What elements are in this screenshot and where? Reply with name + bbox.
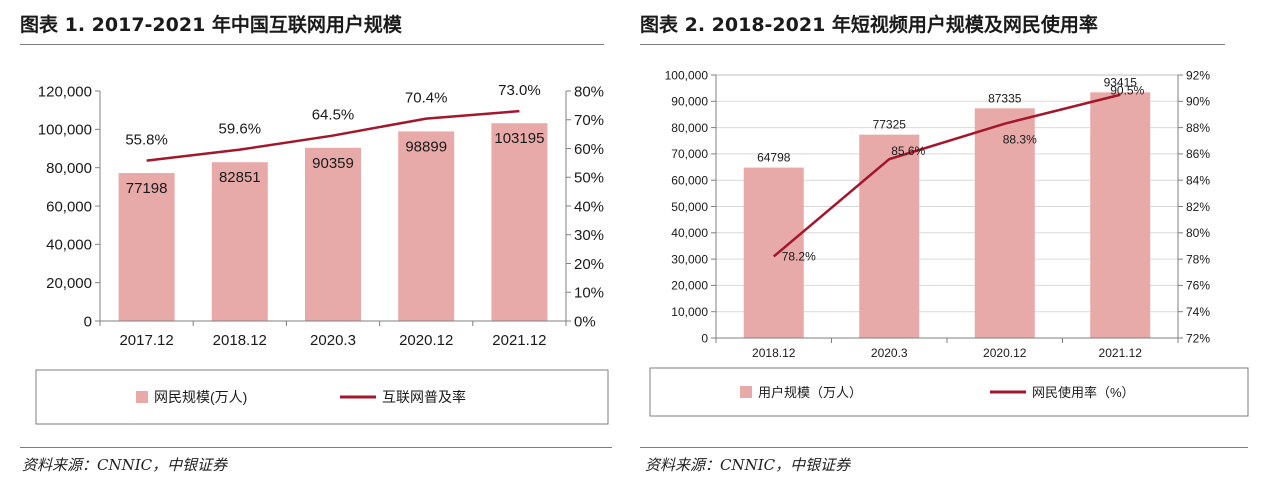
y-right-tick-label: 30% (574, 227, 604, 244)
x-tick-label: 2020.12 (399, 332, 453, 349)
x-tick-label: 2020.3 (871, 346, 908, 360)
y-left-tick-label: 50,000 (671, 200, 708, 214)
source-rule (640, 447, 1248, 448)
bar (118, 173, 175, 321)
y-left-tick-label: 100,000 (38, 122, 92, 139)
line-data-label: 90.5% (1110, 84, 1144, 98)
y-right-tick-label: 80% (574, 83, 604, 100)
y-right-tick-label: 84% (1186, 174, 1210, 188)
line-series (772, 93, 1121, 258)
bar-data-label: 77198 (126, 180, 168, 197)
y-left-tick-label: 80,000 (46, 160, 92, 177)
y-right-tick-label: 76% (1186, 279, 1210, 293)
y-left-tick-label: 120,000 (38, 83, 92, 100)
line-data-label: 70.4% (405, 90, 448, 107)
line-series (146, 109, 520, 162)
y-right-tick-label: 88% (1186, 121, 1210, 135)
legend-box (649, 367, 1249, 417)
bar (491, 123, 548, 321)
line-data-label: 64.5% (312, 107, 355, 124)
y-left-tick-label: 80,000 (671, 121, 708, 135)
title-rule (640, 44, 1225, 45)
y-right-tick-label: 72% (1186, 331, 1210, 345)
legend-line-label: 互联网普及率 (382, 389, 466, 405)
line-data-label: 78.2% (782, 249, 816, 263)
y-left-tick-label: 20,000 (671, 279, 708, 293)
y-left-tick-label: 20,000 (46, 275, 92, 292)
y-left-tick-label: 0 (701, 331, 708, 345)
line-data-label: 73.0% (498, 82, 541, 99)
bar-data-label: 77325 (873, 118, 907, 132)
y-left-tick-label: 100,000 (665, 68, 709, 82)
chart-1: 77198 82851 90359 98899 103195 2017.12 2018.12… (35, 82, 609, 425)
title-rule (20, 44, 604, 45)
y-right-tick-label: 70% (574, 112, 604, 129)
chart-source: 资料来源：CNNIC，中银证券 (22, 456, 228, 474)
x-tick-label: 2020.12 (983, 346, 1027, 360)
y-right-tick-label: 10% (574, 285, 604, 302)
chart-source: 资料来源：CNNIC，中银证券 (645, 456, 851, 474)
bar-data-label: 87335 (988, 91, 1022, 105)
chart-title: 图表 1. 2017-2021 年中国互联网用户规模 (20, 14, 402, 36)
legend-bar-label: 网民规模(万人) (154, 389, 247, 405)
y-left-tick-label: 30,000 (671, 252, 708, 266)
y-right-tick-label: 74% (1186, 305, 1210, 319)
y-left-tick-label: 0 (84, 313, 92, 330)
line-data-label: 88.3% (1003, 133, 1037, 147)
x-tick-label: 2021.12 (492, 332, 546, 349)
bar (398, 131, 455, 321)
bar (743, 167, 804, 338)
y-right-tick-label: 92% (1186, 68, 1210, 82)
x-tick-label: 2018.12 (213, 332, 267, 349)
line-data-label: 55.8% (125, 132, 168, 149)
y-left-tick-label: 40,000 (46, 237, 92, 254)
bar (859, 134, 920, 338)
y-left-tick-label: 90,000 (671, 95, 708, 109)
bar-data-label: 82851 (219, 169, 261, 186)
bar-data-label: 103195 (494, 130, 544, 147)
y-right-tick-label: 50% (574, 170, 604, 187)
bar (1090, 92, 1151, 339)
legend-bar-label: 用户规模（万人） (758, 385, 862, 400)
bar-data-label: 90359 (312, 155, 354, 172)
bar-data-label: 98899 (405, 138, 447, 155)
chart-2: 64798 77325 87335 93415 2018.12 2020.3 2020.12… (649, 68, 1249, 417)
bar (305, 147, 361, 321)
x-tick-label: 2018.12 (752, 346, 796, 360)
legend-line-label: 网民使用率（%） (1032, 385, 1135, 400)
y-right-tick-label: 80% (1186, 226, 1210, 240)
y-left-tick-label: 60,000 (46, 198, 92, 215)
x-tick-label: 2017.12 (119, 332, 173, 349)
y-left-tick-label: 40,000 (671, 226, 708, 240)
bar-data-label: 64798 (757, 151, 791, 165)
y-right-tick-label: 78% (1186, 252, 1210, 266)
y-right-tick-label: 20% (574, 256, 604, 273)
y-right-tick-label: 82% (1186, 200, 1210, 214)
y-right-tick-label: 0% (574, 313, 596, 330)
bar-data-label: 93415 (1104, 75, 1138, 89)
chart-title: 图表 2. 2018-2021 年短视频用户规模及网民使用率 (640, 14, 1098, 36)
bar (211, 162, 268, 321)
x-tick-label: 2021.12 (1099, 346, 1143, 360)
y-right-tick-label: 90% (1186, 95, 1210, 109)
line-data-label: 85.6% (891, 144, 925, 158)
source-rule (20, 447, 612, 448)
bar (974, 108, 1035, 338)
y-right-tick-label: 40% (574, 198, 604, 215)
y-right-tick-label: 60% (574, 141, 604, 158)
legend-bar-swatch (136, 391, 148, 403)
x-tick-label: 2020.3 (310, 332, 356, 349)
y-left-tick-label: 70,000 (671, 147, 708, 161)
y-right-tick-label: 86% (1186, 147, 1210, 161)
line-data-label: 59.6% (219, 121, 262, 138)
y-left-tick-label: 60,000 (671, 174, 708, 188)
legend-box (35, 369, 609, 425)
legend-bar-swatch (740, 386, 752, 398)
y-left-tick-label: 10,000 (671, 305, 708, 319)
